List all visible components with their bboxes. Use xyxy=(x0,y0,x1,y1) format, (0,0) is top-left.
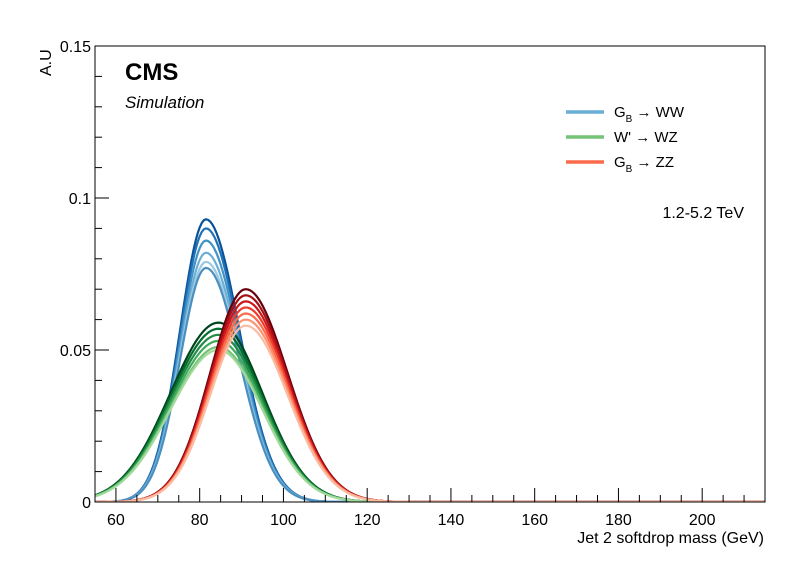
series-0-curve-4 xyxy=(95,260,765,502)
legend-entry-0: GB → WW xyxy=(614,104,685,125)
series-0-curve-3 xyxy=(95,251,765,502)
series-1-curve-5 xyxy=(95,348,765,502)
legend-entry-2: GB → ZZ xyxy=(614,154,674,175)
y-tick-label: 0 xyxy=(82,495,91,512)
series-0-curve-5 xyxy=(95,266,765,502)
x-tick-label: 200 xyxy=(689,512,716,529)
legend-entry-1: W' → WZ xyxy=(614,129,678,146)
series-2-curve-0 xyxy=(95,288,765,502)
x-tick-label: 80 xyxy=(191,512,209,529)
series-1-curve-3 xyxy=(95,339,765,502)
series-1-curve-4 xyxy=(95,345,765,502)
series-0-curve-0 xyxy=(95,218,765,502)
x-tick-label: 180 xyxy=(605,512,632,529)
y-axis-ticks: 0 0.05 0.1 0.15 xyxy=(60,39,109,512)
series-0-curve-1 xyxy=(95,227,765,502)
y-tick-label: 0.05 xyxy=(60,343,91,360)
x-tick-label: 160 xyxy=(521,512,548,529)
series-0-curve-2 xyxy=(95,239,765,502)
series-2-curve-1 xyxy=(95,294,765,502)
series-1-curve-2 xyxy=(95,333,765,502)
series-2-curve-2 xyxy=(95,300,765,502)
energy-label: 1.2-5.2 TeV xyxy=(662,205,744,222)
series-1-curve-1 xyxy=(95,327,765,502)
series-curves xyxy=(95,218,765,502)
cms-label: CMS xyxy=(125,59,178,86)
series-1-curve-0 xyxy=(95,321,765,502)
x-tick-label: 140 xyxy=(438,512,465,529)
series-2-curve-3 xyxy=(95,306,765,502)
simulation-label: Simulation xyxy=(125,93,204,112)
y-axis-title: A.U xyxy=(38,49,55,76)
x-axis-ticks: 60 80 100 120 140 160 180 200 xyxy=(94,488,766,529)
x-tick-label: 100 xyxy=(270,512,297,529)
x-tick-label: 60 xyxy=(107,512,125,529)
x-tick-label: 120 xyxy=(354,512,381,529)
y-tick-label: 0.15 xyxy=(60,39,91,56)
legend: GB → WW W' → WZ GB → ZZ xyxy=(566,104,685,175)
y-tick-label: 0.1 xyxy=(69,191,91,208)
x-axis-title: Jet 2 softdrop mass (GeV) xyxy=(577,530,764,547)
